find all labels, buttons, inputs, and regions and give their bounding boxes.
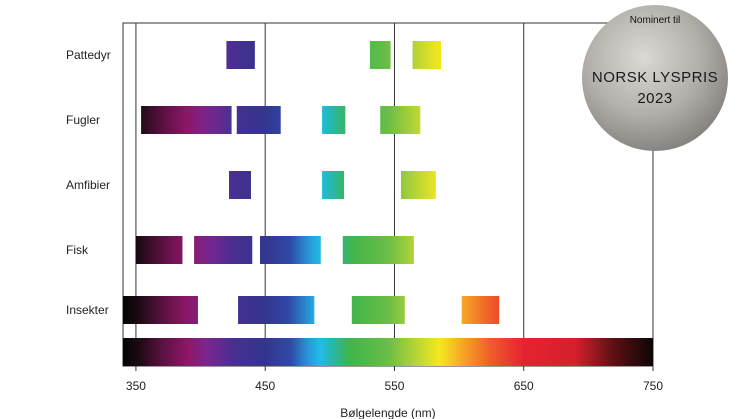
range-bar-amfibier-1 — [229, 171, 251, 199]
range-bar-pattedyr-1 — [226, 41, 255, 69]
range-bar-amfibier-2 — [322, 171, 345, 199]
x-tick-label-450: 450 — [255, 379, 275, 393]
x-tick-label-550: 550 — [384, 379, 404, 393]
range-bar-insekter-2 — [238, 296, 315, 324]
x-tick-label-350: 350 — [126, 379, 146, 393]
badge-disc — [582, 5, 728, 151]
range-bar-insekter-1 — [123, 296, 198, 324]
nomination-badge: Nominert til NORSK LYSPRIS 2023 — [582, 5, 728, 151]
range-bar-fisk-1 — [135, 236, 183, 264]
range-bar-fugler-2 — [236, 106, 281, 134]
range-bar-fugler-3 — [322, 106, 346, 134]
range-bar-pattedyr-2 — [369, 41, 391, 69]
range-bars — [123, 41, 500, 324]
range-bar-amfibier-3 — [400, 171, 436, 199]
badge-label-year: 2023 — [637, 90, 672, 107]
x-tick-label-750: 750 — [643, 379, 663, 393]
category-label-fugler: Fugler — [66, 113, 100, 127]
range-bar-fugler-1 — [141, 106, 232, 134]
spectrum-bar — [123, 338, 653, 366]
range-bar-insekter-3 — [351, 296, 405, 324]
badge-label-nominert: Nominert til — [630, 15, 681, 26]
range-bar-fisk-3 — [260, 236, 321, 264]
category-label-amfibier: Amfibier — [66, 178, 110, 192]
category-label-fisk: Fisk — [66, 243, 89, 257]
category-label-pattedyr: Pattedyr — [66, 48, 111, 62]
range-bar-fugler-4 — [380, 106, 421, 134]
range-bar-fisk-4 — [342, 236, 414, 264]
category-labels: Pattedyr Fugler Amfibier Fisk Insekter — [66, 48, 111, 317]
range-bar-fisk-2 — [194, 236, 253, 264]
range-bar-pattedyr-3 — [412, 41, 441, 69]
range-bar-insekter-4 — [461, 296, 500, 324]
category-label-insekter: Insekter — [66, 303, 109, 317]
badge-label-title: NORSK LYSPRIS — [592, 69, 718, 86]
x-axis-ticks: 350 450 550 650 750 — [126, 366, 663, 393]
x-tick-label-650: 650 — [514, 379, 534, 393]
x-axis-title: Bølgelengde (nm) — [340, 406, 435, 419]
